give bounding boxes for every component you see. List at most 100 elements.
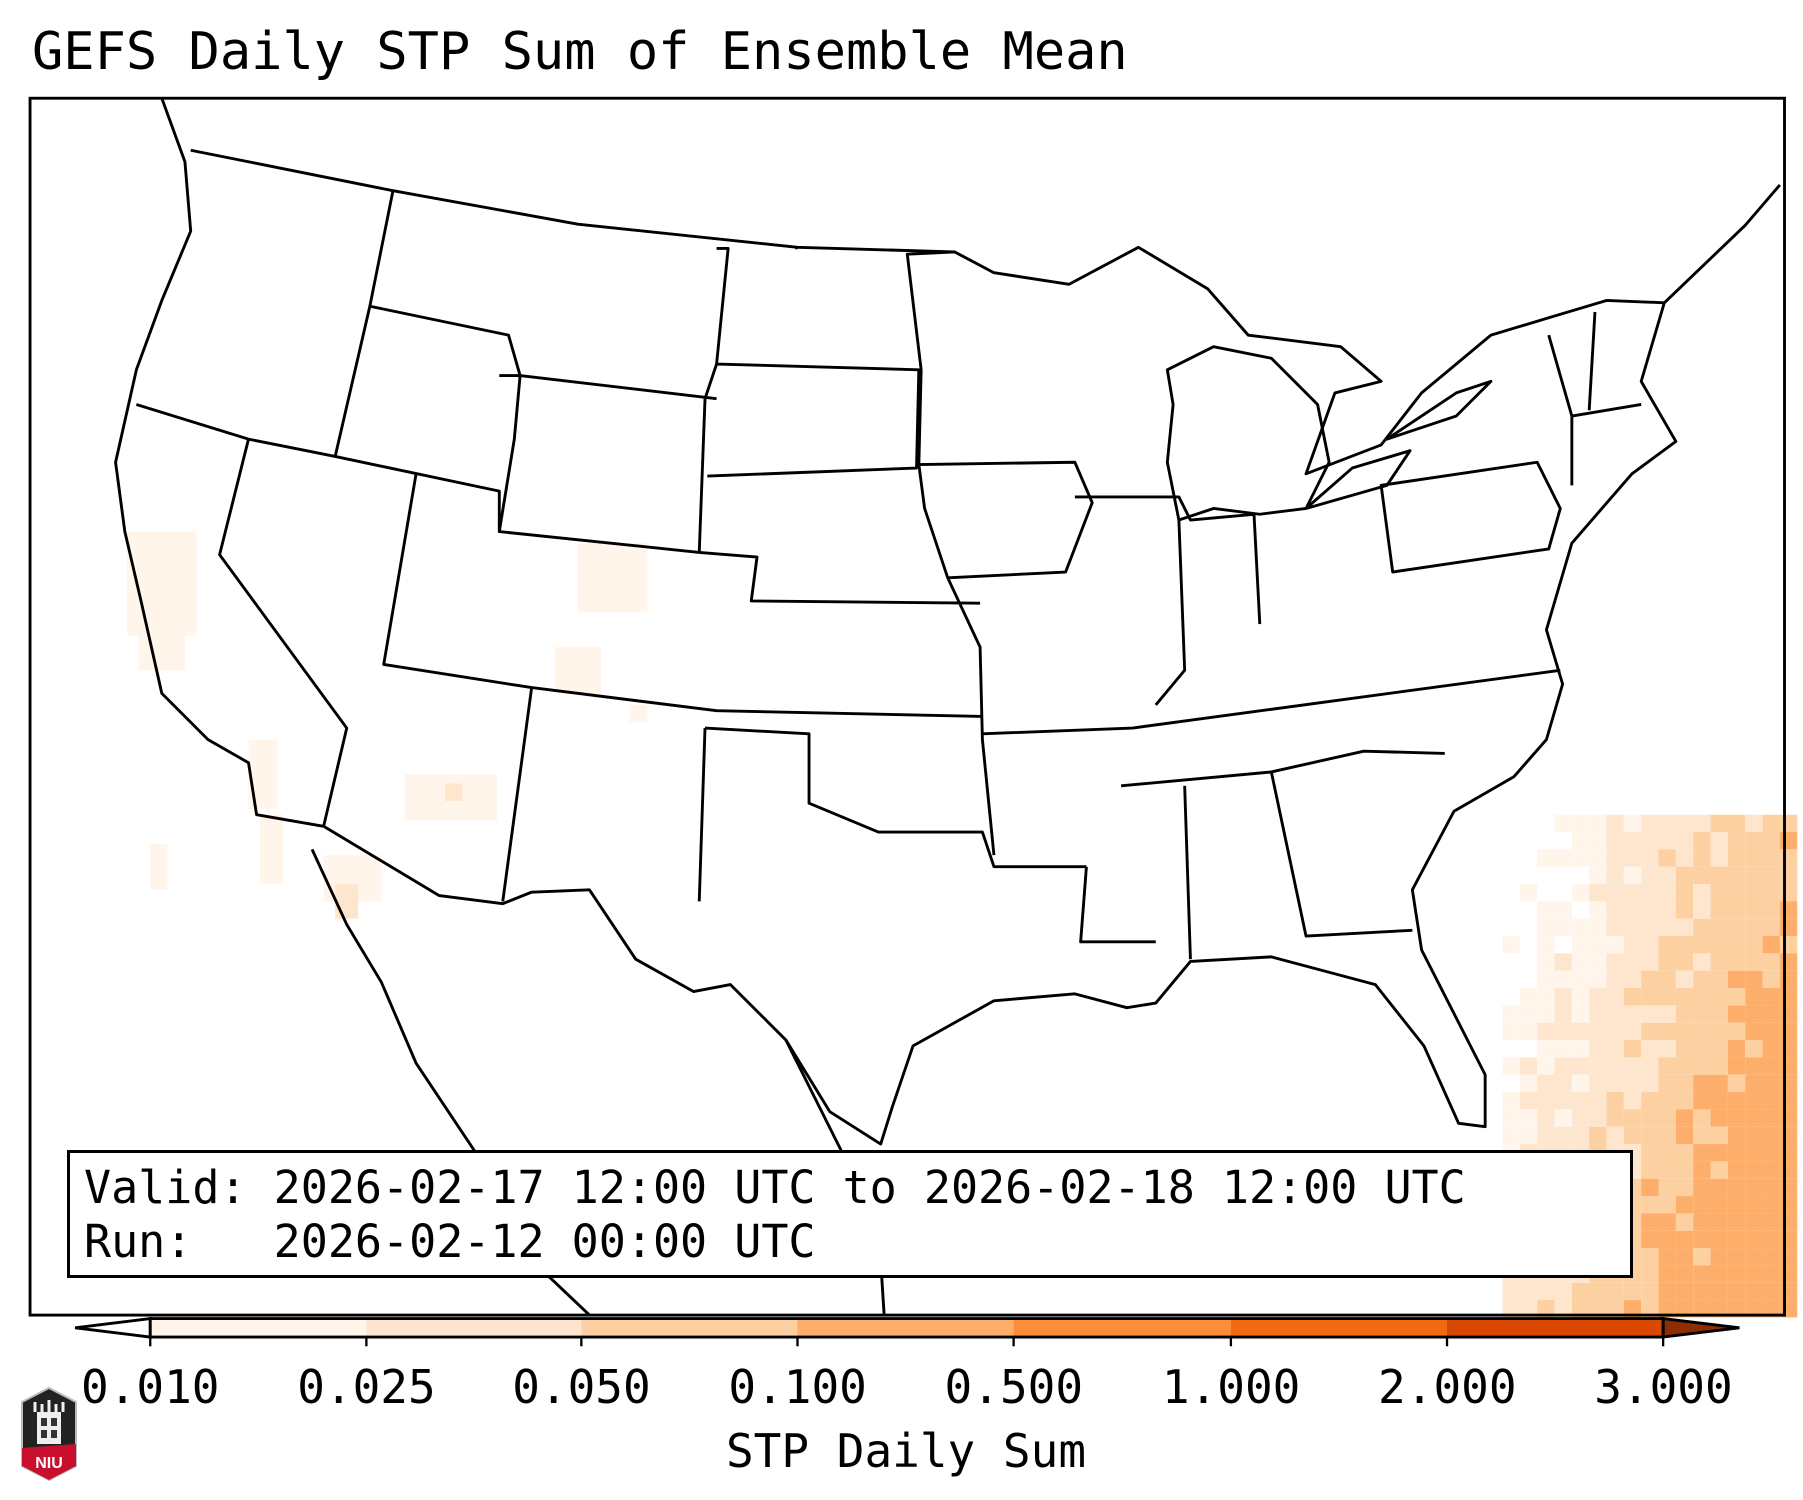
stp-cell [1762, 901, 1780, 919]
stp-cell [1745, 1092, 1763, 1110]
stp-cell [1537, 953, 1555, 971]
stp-cell [1658, 1213, 1676, 1231]
stp-cell [1571, 849, 1590, 867]
stp-cell [1658, 1074, 1676, 1093]
stp-cell [1623, 866, 1642, 885]
stp-cell [1762, 814, 1780, 833]
stp-cell [1693, 1109, 1711, 1127]
stp-cell [1519, 1109, 1538, 1127]
stp-cell [1658, 970, 1676, 989]
stp-cell [1658, 1109, 1676, 1127]
stp-cell [1537, 1022, 1555, 1041]
stp-cell [1675, 814, 1694, 833]
stp-cell [1641, 1248, 1659, 1266]
stp-cell [1589, 1282, 1607, 1301]
stp-cell [1727, 1057, 1746, 1075]
stp-cell [1658, 1126, 1676, 1145]
colorbar-segment [1230, 1318, 1448, 1338]
stp-cell [1571, 1022, 1590, 1041]
stp-cell [1745, 1178, 1763, 1197]
stp-cell [1779, 936, 1798, 954]
stp-cell [1623, 1005, 1642, 1023]
stp-cell [1779, 1213, 1798, 1231]
stp-cell [1554, 1282, 1572, 1301]
stp-cell [1658, 988, 1676, 1006]
stp-cell [1693, 884, 1711, 902]
stp-cell [1762, 1092, 1780, 1110]
stp-cell [1554, 988, 1572, 1006]
stp-cell [1675, 1109, 1694, 1127]
stp-cell [1571, 988, 1590, 1006]
stp-cell [1762, 849, 1780, 867]
stp-cell [1693, 953, 1711, 971]
stp-cell [1693, 1040, 1711, 1058]
stp-cell [1710, 1057, 1728, 1075]
stp-cell [1693, 970, 1711, 989]
stp-cell [1623, 901, 1642, 919]
stp-cell [1519, 1092, 1538, 1110]
stp-cell [1606, 1040, 1624, 1058]
stp-cell [1693, 936, 1711, 954]
stp-cell [1623, 1074, 1642, 1093]
stp-cell [1623, 884, 1642, 902]
stp-cell [1779, 1092, 1798, 1110]
stp-cell [1745, 849, 1763, 867]
stp-cell [1745, 1300, 1763, 1318]
stp-cell [1641, 1196, 1659, 1214]
stp-cell [1779, 1005, 1798, 1023]
stp-cell [1779, 1126, 1798, 1145]
stp-cell [1589, 1092, 1607, 1110]
stp-cell [1710, 953, 1728, 971]
stp-cell [1762, 1300, 1780, 1318]
stp-cell [1537, 1005, 1555, 1023]
stp-cell [1675, 988, 1694, 1006]
stp-cell [1641, 866, 1659, 885]
stp-cell [1641, 1213, 1659, 1231]
stp-cell [1710, 1178, 1728, 1197]
stp-cell [1779, 832, 1798, 850]
stp-cell [1502, 936, 1520, 954]
stp-cell [1623, 1022, 1642, 1041]
colorbar-segment [1013, 1318, 1232, 1338]
stp-cell [1779, 1178, 1798, 1197]
stp-cell [1693, 1126, 1711, 1145]
stp-cell [1641, 1022, 1659, 1041]
stp-cell [1606, 1300, 1624, 1318]
stp-cell [1675, 1213, 1694, 1231]
stp-cell [1606, 1092, 1624, 1110]
stp-cell [1762, 1161, 1780, 1179]
stp-cell [1571, 814, 1590, 833]
stp-cell [1693, 1248, 1711, 1266]
stp-cell [1606, 1005, 1624, 1023]
stp-cell [1571, 953, 1590, 971]
stp-cell [1762, 1022, 1780, 1041]
colorbar-segment [150, 1318, 367, 1338]
stp-cell [1710, 1300, 1728, 1318]
valid-run-info-box: Valid: 2026-02-17 12:00 UTC to 2026-02-1… [67, 1150, 1633, 1278]
stp-cell [1658, 1005, 1676, 1023]
stp-cell [1658, 1057, 1676, 1075]
stp-cell [1641, 901, 1659, 919]
stp-cell [1606, 832, 1624, 850]
stp-cell [1606, 988, 1624, 1006]
stp-cell [1537, 1057, 1555, 1075]
stp-cell [1658, 1300, 1676, 1318]
stp-cell [1779, 884, 1798, 902]
stp-cell [1589, 1005, 1607, 1023]
stp-cell [1537, 1040, 1555, 1058]
stp-cell [1693, 1230, 1711, 1249]
stp-cell [1554, 901, 1572, 919]
stp-cell [1745, 918, 1763, 937]
stp-cell [1727, 1126, 1746, 1145]
stp-cell [1519, 1057, 1538, 1075]
stp-cell [1589, 1300, 1607, 1318]
stp-cell [1727, 1213, 1746, 1231]
stp-cell [1537, 918, 1555, 937]
state-lines [135, 190, 1642, 960]
stp-cell [1502, 1092, 1520, 1110]
stp-cell [1779, 1265, 1798, 1283]
stp-cell [1762, 1144, 1780, 1162]
stp-cell [1537, 1282, 1555, 1301]
stp-cell [1571, 1300, 1590, 1318]
stp-cell [1710, 988, 1728, 1006]
